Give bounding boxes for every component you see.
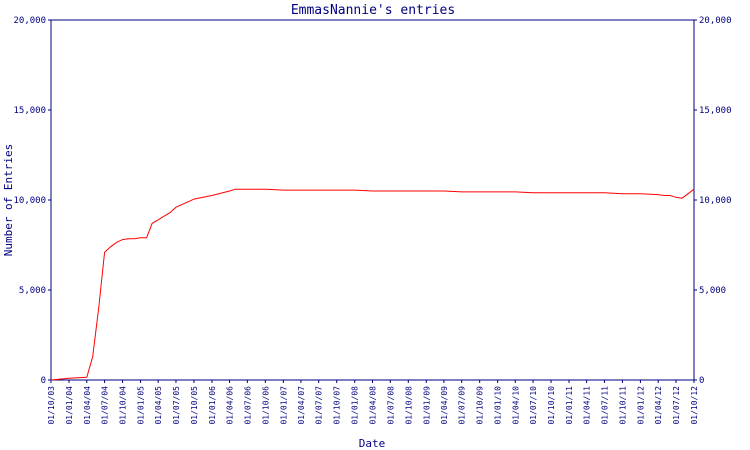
x-tick-label: 01/04/12 [654,386,663,425]
x-tick-label: 01/10/05 [190,386,199,425]
y-tick-label-left: 15,000 [13,106,46,116]
x-tick-label: 01/10/09 [476,386,485,425]
y-tick-label-right: 15,000 [699,106,732,116]
x-tick-label: 01/04/09 [440,386,449,425]
x-tick-label: 01/01/08 [351,386,360,425]
x-tick-label: 01/10/04 [119,386,128,425]
y-tick-label-right: 0 [699,376,704,386]
x-tick-label: 01/01/12 [636,386,645,425]
y-tick-label-right: 10,000 [699,196,732,206]
y-tick-label-right: 5,000 [699,286,726,296]
x-tick-label: 01/04/08 [369,386,378,425]
x-tick-label: 01/01/11 [565,386,574,425]
y-tick-label-left: 10,000 [13,196,46,206]
x-tick-label: 01/04/04 [83,386,92,425]
x-tick-label: 01/10/06 [261,386,270,425]
x-tick-label: 01/01/10 [494,386,503,425]
x-tick-label: 01/10/10 [547,386,556,425]
x-tick-label: 01/07/12 [672,386,681,425]
y-axis-label: Number of Entries [2,144,15,257]
x-tick-label: 01/10/08 [404,386,413,425]
x-tick-label: 01/01/07 [279,386,288,425]
x-tick-label: 01/01/09 [422,386,431,425]
x-tick-label: 01/01/06 [208,386,217,425]
chart-title: EmmasNannie's entries [291,3,455,18]
x-tick-label: 01/01/05 [137,386,146,425]
x-tick-label: 01/07/06 [243,386,252,425]
x-tick-label: 01/04/05 [154,386,163,425]
x-tick-label: 01/07/04 [101,386,110,425]
y-tick-label-left: 5,000 [19,286,46,296]
y-tick-label-left: 0 [41,376,46,386]
x-tick-label: 01/04/10 [511,386,520,425]
x-tick-label: 01/07/08 [386,386,395,425]
x-tick-label: 01/10/11 [618,386,627,425]
x-tick-label: 01/01/04 [65,386,74,425]
x-tick-label: 01/07/07 [315,386,324,425]
x-tick-label: 01/04/06 [226,386,235,425]
series-line [50,188,695,381]
x-tick-label: 01/04/11 [583,386,592,425]
x-tick-label: 01/07/09 [458,386,467,425]
x-tick-label: 01/10/03 [47,386,56,425]
x-tick-label: 01/07/05 [172,386,181,425]
x-tick-label: 01/07/11 [600,386,609,425]
y-tick-label-right: 20,000 [699,16,732,26]
x-tick-label: 01/04/07 [297,386,306,425]
x-tick-label: 01/07/10 [529,386,538,425]
y-tick-label-left: 20,000 [13,16,46,26]
x-tick-label: 01/10/07 [333,386,342,425]
x-tick-label: 01/10/12 [690,386,699,425]
x-axis-label: Date [359,437,386,450]
